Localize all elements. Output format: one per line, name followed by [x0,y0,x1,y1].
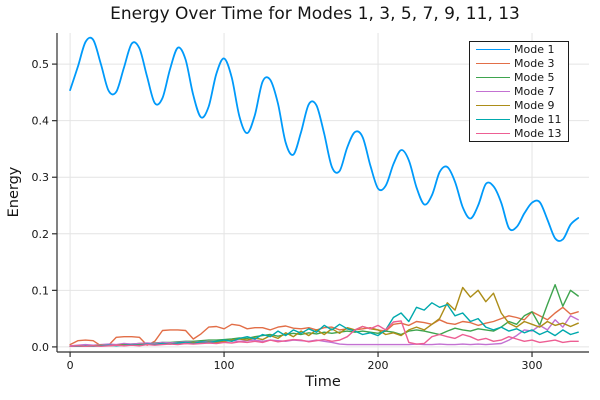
legend-item: Mode 11 [470,113,568,127]
legend-line-sample [476,105,510,107]
legend-item-label: Mode 11 [514,113,562,127]
legend-item-label: Mode 1 [514,42,555,56]
y-tick-label: 0.1 [32,284,50,297]
legend-item-label: Mode 3 [514,56,555,70]
chart-title: Energy Over Time for Modes 1, 3, 5, 7, 9… [110,4,520,24]
x-tick-label: 100 [214,359,235,372]
x-tick-label: 300 [522,359,543,372]
series-line-mode-9 [69,286,579,347]
legend-item: Mode 5 [470,70,568,84]
legend-line-sample [476,76,510,78]
x-axis-label: Time [305,374,341,390]
axes: 0 100 200 300 0.0 0.1 0.2 0.3 0.4 0.5 [32,33,589,372]
legend-item-label: Mode 7 [514,85,555,98]
series-line-mode-1 [69,36,580,242]
y-axis-label: Energy [6,166,22,218]
y-tick-label: 0.2 [32,228,50,241]
legend-item: Mode 9 [470,99,568,113]
legend-item: Mode 13 [470,127,568,141]
x-tick-label: 200 [368,359,389,372]
legend-line-sample [476,62,510,64]
series-line-mode-5 [69,284,579,347]
legend-item-label: Mode 9 [514,99,555,113]
legend-item: Mode 7 [470,85,568,99]
series-line-mode-13 [69,320,579,347]
x-tick-label: 0 [67,359,74,372]
series-lines [69,36,580,347]
legend-line-sample [476,133,510,135]
legend: Mode 1 Mode 3 Mode 5 Mode 7 Mode 9 Mode 11 Mod… [469,41,569,142]
legend-line-sample [476,119,510,121]
series-line-mode-7 [69,315,579,347]
legend-item-label: Mode 5 [514,70,555,84]
y-tick-label: 0.0 [32,341,50,354]
legend-item: Mode 1 [470,42,568,56]
y-tick-label: 0.3 [32,171,50,184]
legend-item-label: Mode 13 [514,127,562,141]
grid [57,33,589,352]
y-tick-label: 0.5 [32,58,50,71]
y-tick-label: 0.4 [32,115,50,128]
legend-line-sample [476,91,510,92]
series-line-mode-3 [69,306,579,347]
legend-line-sample [476,48,510,50]
legend-item: Mode 3 [470,56,568,70]
